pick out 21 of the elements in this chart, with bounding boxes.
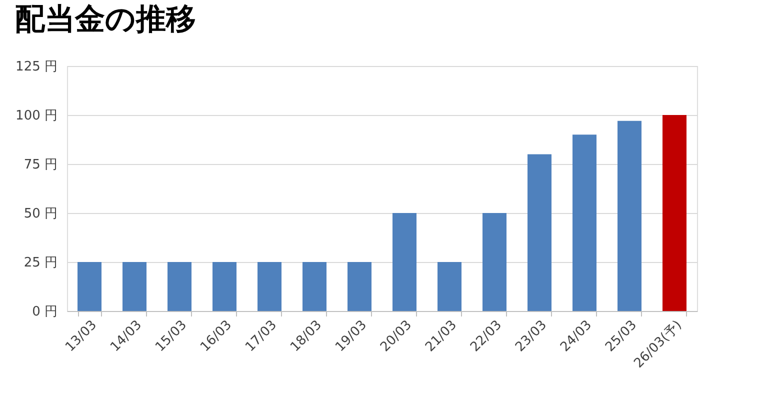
bar	[78, 262, 102, 311]
bar	[302, 262, 326, 311]
bar	[572, 134, 596, 311]
bar	[528, 154, 552, 311]
y-tick-label: 75 円	[24, 158, 58, 172]
bar	[168, 262, 192, 311]
bar	[348, 262, 372, 311]
y-tick-label: 25 円	[24, 256, 58, 270]
y-tick-label: 0 円	[32, 304, 58, 320]
bar	[212, 262, 236, 311]
bar	[482, 213, 506, 311]
y-tick-label: 50 円	[24, 206, 58, 222]
bar	[258, 262, 282, 311]
bar	[392, 213, 416, 311]
bar	[438, 262, 462, 311]
y-tick-label: 125 円	[16, 60, 58, 74]
bar	[662, 115, 686, 311]
y-tick-label: 100 円	[16, 108, 58, 124]
bar	[122, 262, 146, 311]
bar	[618, 120, 642, 311]
chart-title: 配当金の推移	[15, 2, 196, 37]
